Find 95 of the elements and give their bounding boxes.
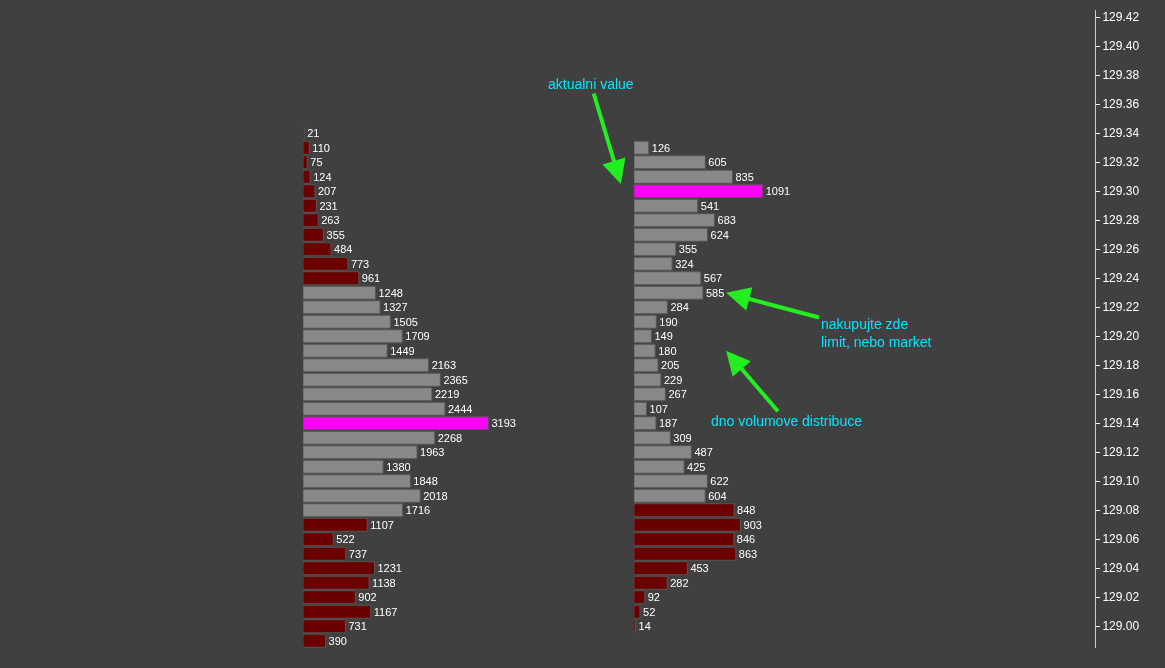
data-label: 21 — [307, 127, 320, 140]
data-label: 1449 — [390, 344, 415, 357]
y-tick-label: 129.38 — [1102, 68, 1140, 83]
data-label: 14 — [638, 620, 651, 633]
data-label: 231 — [319, 199, 338, 212]
data-label: 1327 — [383, 301, 408, 314]
data-label: 453 — [690, 562, 709, 575]
data-label: 75 — [310, 156, 323, 169]
y-tick-label: 129.24 — [1102, 271, 1140, 286]
y-tick-label: 129.18 — [1102, 358, 1140, 373]
data-label: 1138 — [372, 576, 396, 589]
annotation: dno volumove distribuce — [711, 413, 863, 429]
data-label: 190 — [659, 315, 678, 328]
data-label: 2365 — [443, 373, 468, 386]
y-tick-label: 129.32 — [1102, 155, 1140, 170]
data-label: 773 — [350, 257, 370, 270]
data-label: 355 — [678, 243, 698, 256]
data-label: 902 — [358, 591, 377, 604]
y-tick-label: 129.36 — [1102, 97, 1140, 112]
data-label: 2163 — [431, 359, 457, 372]
data-label: 180 — [658, 344, 677, 357]
y-tick-label: 129.02 — [1102, 590, 1140, 605]
data-label: 1848 — [413, 475, 438, 488]
data-label: 903 — [743, 518, 762, 531]
data-label: 1963 — [420, 446, 445, 459]
data-label: 107 — [649, 402, 668, 415]
data-label: 1716 — [405, 504, 431, 517]
data-label: 52 — [643, 605, 656, 618]
y-tick-label: 129.14 — [1102, 416, 1140, 431]
data-label: 355 — [326, 228, 345, 241]
y-tick-label: 129.20 — [1102, 329, 1140, 344]
data-label: 126 — [651, 141, 671, 154]
data-label: 848 — [737, 504, 756, 517]
y-tick-label: 129.00 — [1102, 619, 1140, 634]
data-label: 1248 — [378, 286, 403, 299]
data-label: 961 — [361, 272, 381, 285]
data-label: 541 — [700, 199, 720, 212]
y-tick-label: 129.04 — [1102, 561, 1140, 576]
data-label: 487 — [694, 446, 713, 459]
text: nakupujte zde limit, nebo market — [821, 316, 932, 351]
data-label: 110 — [312, 141, 330, 154]
data-label: 2268 — [437, 431, 463, 444]
data-label: 390 — [328, 634, 347, 647]
data-label: 835 — [735, 170, 754, 183]
data-label: 622 — [710, 475, 729, 488]
data-label: 205 — [661, 359, 680, 372]
data-label: 229 — [663, 373, 683, 386]
data-label: 605 — [708, 156, 727, 169]
data-label: 309 — [673, 431, 692, 444]
y-tick-label: 129.16 — [1102, 387, 1140, 402]
data-label: 2018 — [423, 489, 448, 502]
data-label: 263 — [321, 214, 340, 227]
data-label: 1231 — [377, 562, 402, 575]
y-tick-label: 129.42 — [1102, 10, 1140, 25]
data-label: 425 — [687, 460, 706, 473]
y-tick-label: 129.10 — [1102, 474, 1140, 489]
data-label: 282 — [670, 576, 689, 589]
data-label: 683 — [717, 214, 736, 227]
data-label: 2444 — [447, 402, 473, 415]
y-tick-label: 129.12 — [1102, 445, 1140, 460]
y-tick-label: 129.40 — [1102, 39, 1140, 54]
data-label: 624 — [710, 228, 729, 241]
data-label: 863 — [738, 547, 758, 560]
data-label: 737 — [348, 547, 368, 560]
y-tick-label: 129.30 — [1102, 184, 1140, 199]
y-tick-label: 129.08 — [1102, 503, 1140, 518]
data-label: 731 — [348, 620, 367, 633]
data-label: 846 — [736, 533, 756, 546]
data-label: 284 — [670, 301, 689, 314]
data-label: 1091 — [765, 185, 791, 198]
data-label: 3193 — [491, 417, 516, 430]
data-label: 1107 — [370, 518, 394, 531]
data-label: 1167 — [373, 605, 398, 618]
text: aktualni value — [548, 76, 634, 92]
y-tick-label: 129.34 — [1102, 126, 1140, 141]
data-label: 207 — [317, 185, 337, 198]
data-label: 1380 — [386, 460, 411, 473]
y-tick-label: 129.06 — [1102, 532, 1140, 547]
y-tick-label: 129.26 — [1102, 242, 1140, 257]
data-label: 324 — [675, 257, 694, 270]
data-label: 267 — [668, 388, 687, 401]
data-label: 149 — [654, 330, 673, 343]
data-label: 1709 — [405, 330, 430, 343]
data-label: 567 — [703, 272, 723, 285]
y-tick-label: 129.22 — [1102, 300, 1140, 315]
data-label: 124 — [313, 170, 332, 183]
data-label: 484 — [334, 243, 353, 256]
y-tick-label: 129.28 — [1102, 213, 1140, 228]
data-label: 187 — [658, 417, 678, 430]
data-label: 2219 — [434, 388, 460, 401]
data-label: 92 — [647, 591, 660, 604]
data-label: 604 — [708, 489, 727, 502]
data-label: 585 — [705, 286, 725, 299]
data-label: 1505 — [393, 315, 418, 328]
data-label: 522 — [336, 533, 355, 546]
